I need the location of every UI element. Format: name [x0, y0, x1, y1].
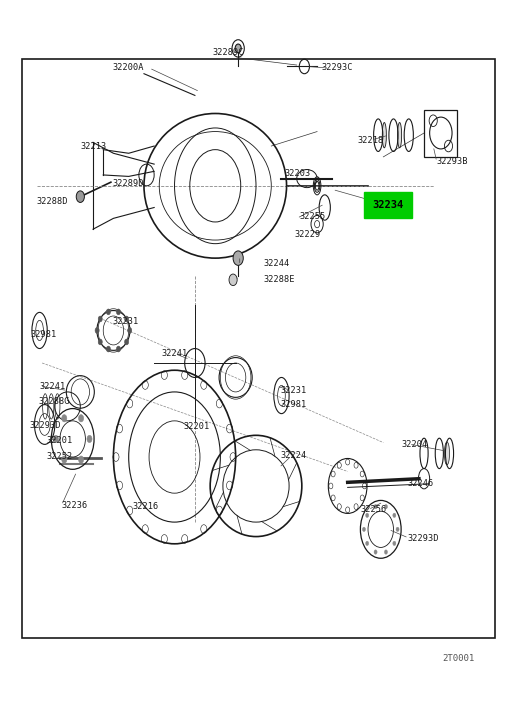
Text: 32201: 32201: [46, 436, 73, 445]
Text: 32213: 32213: [80, 142, 106, 150]
Text: 32293C: 32293C: [321, 63, 353, 73]
Circle shape: [233, 251, 243, 266]
Circle shape: [374, 505, 377, 509]
Text: 32288D: 32288D: [36, 197, 68, 206]
FancyBboxPatch shape: [365, 192, 412, 219]
Circle shape: [374, 550, 377, 554]
Text: 32241: 32241: [162, 349, 188, 358]
Bar: [424, 110, 457, 157]
Text: 32218: 32218: [358, 136, 384, 144]
Circle shape: [76, 191, 84, 203]
Text: 32293D: 32293D: [408, 534, 439, 542]
Circle shape: [127, 327, 132, 333]
Text: 32224: 32224: [281, 451, 307, 460]
Text: 32231: 32231: [113, 317, 139, 326]
Text: 32288G: 32288G: [38, 397, 70, 406]
Circle shape: [229, 274, 237, 285]
Circle shape: [393, 513, 396, 518]
Bar: [22, 60, 495, 638]
Circle shape: [98, 316, 102, 322]
Text: 32241: 32241: [39, 382, 66, 391]
Ellipse shape: [444, 442, 450, 465]
Circle shape: [106, 309, 111, 315]
Circle shape: [235, 44, 241, 53]
Text: 32288E: 32288E: [264, 275, 295, 285]
Text: 32236: 32236: [61, 501, 88, 510]
Text: 32252: 32252: [46, 452, 73, 461]
Circle shape: [116, 309, 120, 315]
Circle shape: [124, 316, 129, 322]
Text: 32289C: 32289C: [212, 47, 244, 57]
Circle shape: [393, 541, 396, 545]
Circle shape: [53, 436, 58, 443]
Ellipse shape: [397, 123, 401, 148]
Text: 32293D: 32293D: [29, 421, 61, 431]
Circle shape: [78, 415, 83, 422]
Circle shape: [396, 527, 399, 531]
Circle shape: [106, 346, 111, 352]
Circle shape: [124, 339, 129, 345]
Text: 2T0001: 2T0001: [443, 654, 475, 663]
Circle shape: [98, 339, 102, 345]
Text: 32203: 32203: [284, 169, 310, 178]
Circle shape: [95, 327, 99, 333]
Ellipse shape: [382, 123, 387, 148]
Text: 32293B: 32293B: [437, 158, 468, 166]
Text: 32244: 32244: [264, 259, 290, 269]
Circle shape: [116, 346, 120, 352]
Text: 32981: 32981: [30, 330, 57, 338]
Text: 32216: 32216: [133, 502, 159, 510]
Text: 32229: 32229: [294, 229, 321, 239]
Text: 32981: 32981: [281, 401, 307, 409]
Circle shape: [366, 541, 369, 545]
Circle shape: [87, 436, 92, 443]
Text: 32201: 32201: [184, 422, 210, 431]
Circle shape: [385, 505, 388, 509]
Circle shape: [62, 415, 67, 422]
Circle shape: [385, 550, 388, 554]
Text: 32246: 32246: [408, 479, 434, 489]
Text: 32289D: 32289D: [113, 179, 144, 188]
Circle shape: [366, 513, 369, 518]
Text: 32256: 32256: [360, 505, 387, 514]
Text: 32200A: 32200A: [113, 63, 144, 73]
Circle shape: [78, 456, 83, 463]
Text: 32231: 32231: [281, 386, 307, 395]
Text: 32255: 32255: [300, 212, 326, 221]
Text: 32234: 32234: [373, 200, 404, 211]
Circle shape: [362, 527, 366, 531]
Text: 32204: 32204: [401, 439, 428, 449]
Circle shape: [62, 456, 67, 463]
